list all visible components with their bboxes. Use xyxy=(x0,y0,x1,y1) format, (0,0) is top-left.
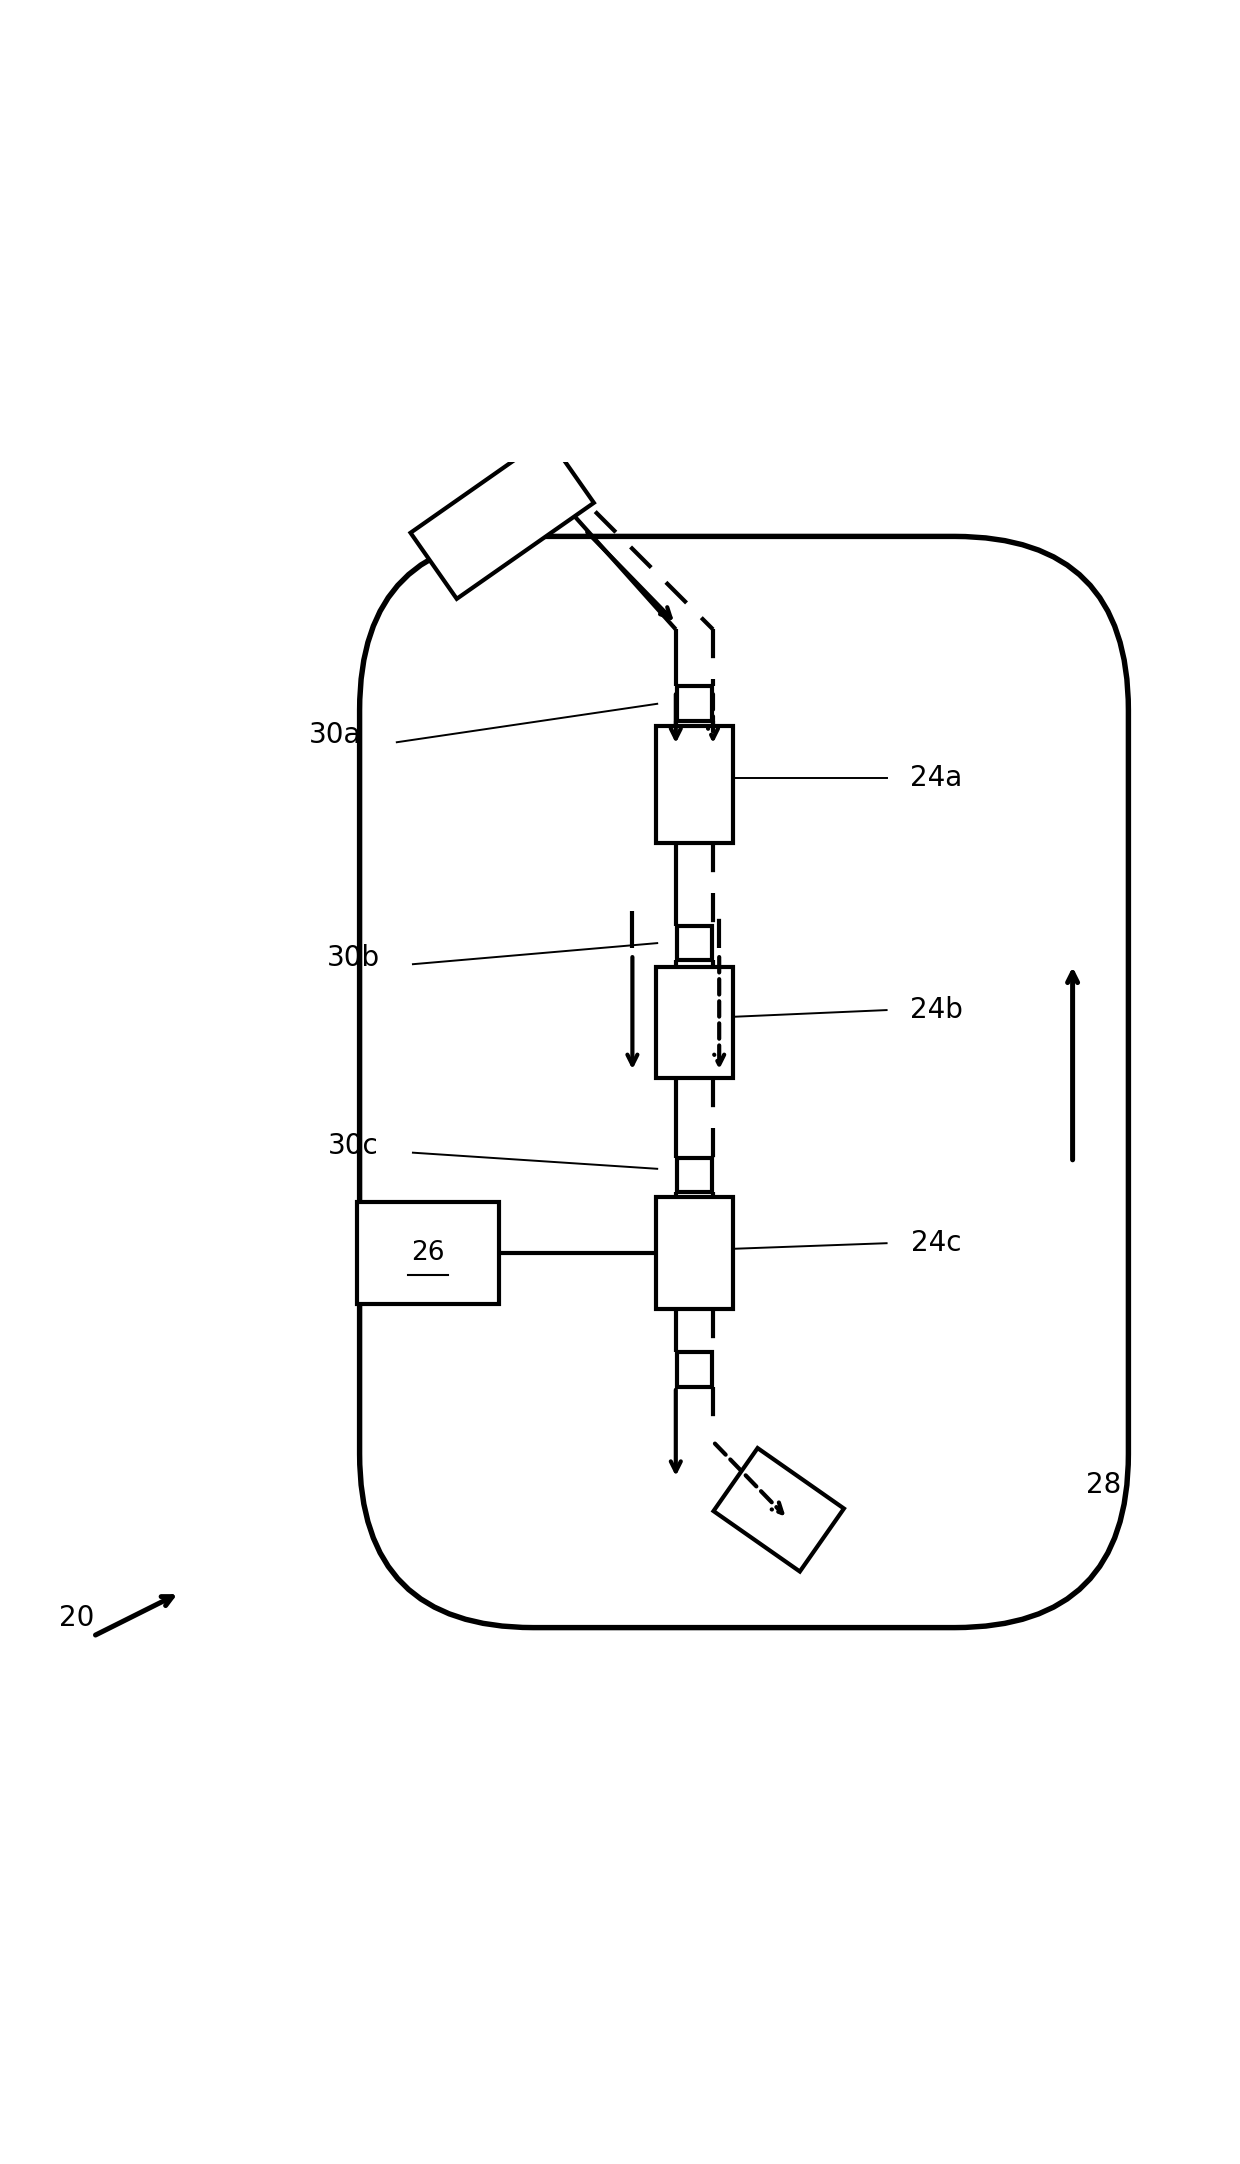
Bar xyxy=(677,1352,712,1387)
Bar xyxy=(713,1448,844,1571)
Bar xyxy=(677,1158,712,1192)
Bar xyxy=(410,437,594,599)
Text: 24a: 24a xyxy=(910,764,962,792)
Text: 24c: 24c xyxy=(911,1229,961,1257)
Text: 30c: 30c xyxy=(329,1132,378,1160)
Text: 24b: 24b xyxy=(910,995,962,1024)
Bar xyxy=(656,967,733,1078)
Bar xyxy=(656,1197,733,1309)
Bar xyxy=(677,686,712,721)
Text: 30a: 30a xyxy=(309,721,361,749)
Bar xyxy=(677,926,712,961)
Bar xyxy=(357,1203,498,1305)
Text: 26: 26 xyxy=(410,1240,445,1266)
Text: 28: 28 xyxy=(1086,1472,1121,1500)
Text: 20: 20 xyxy=(60,1604,94,1632)
Bar xyxy=(656,725,733,844)
Text: 30b: 30b xyxy=(327,944,379,972)
